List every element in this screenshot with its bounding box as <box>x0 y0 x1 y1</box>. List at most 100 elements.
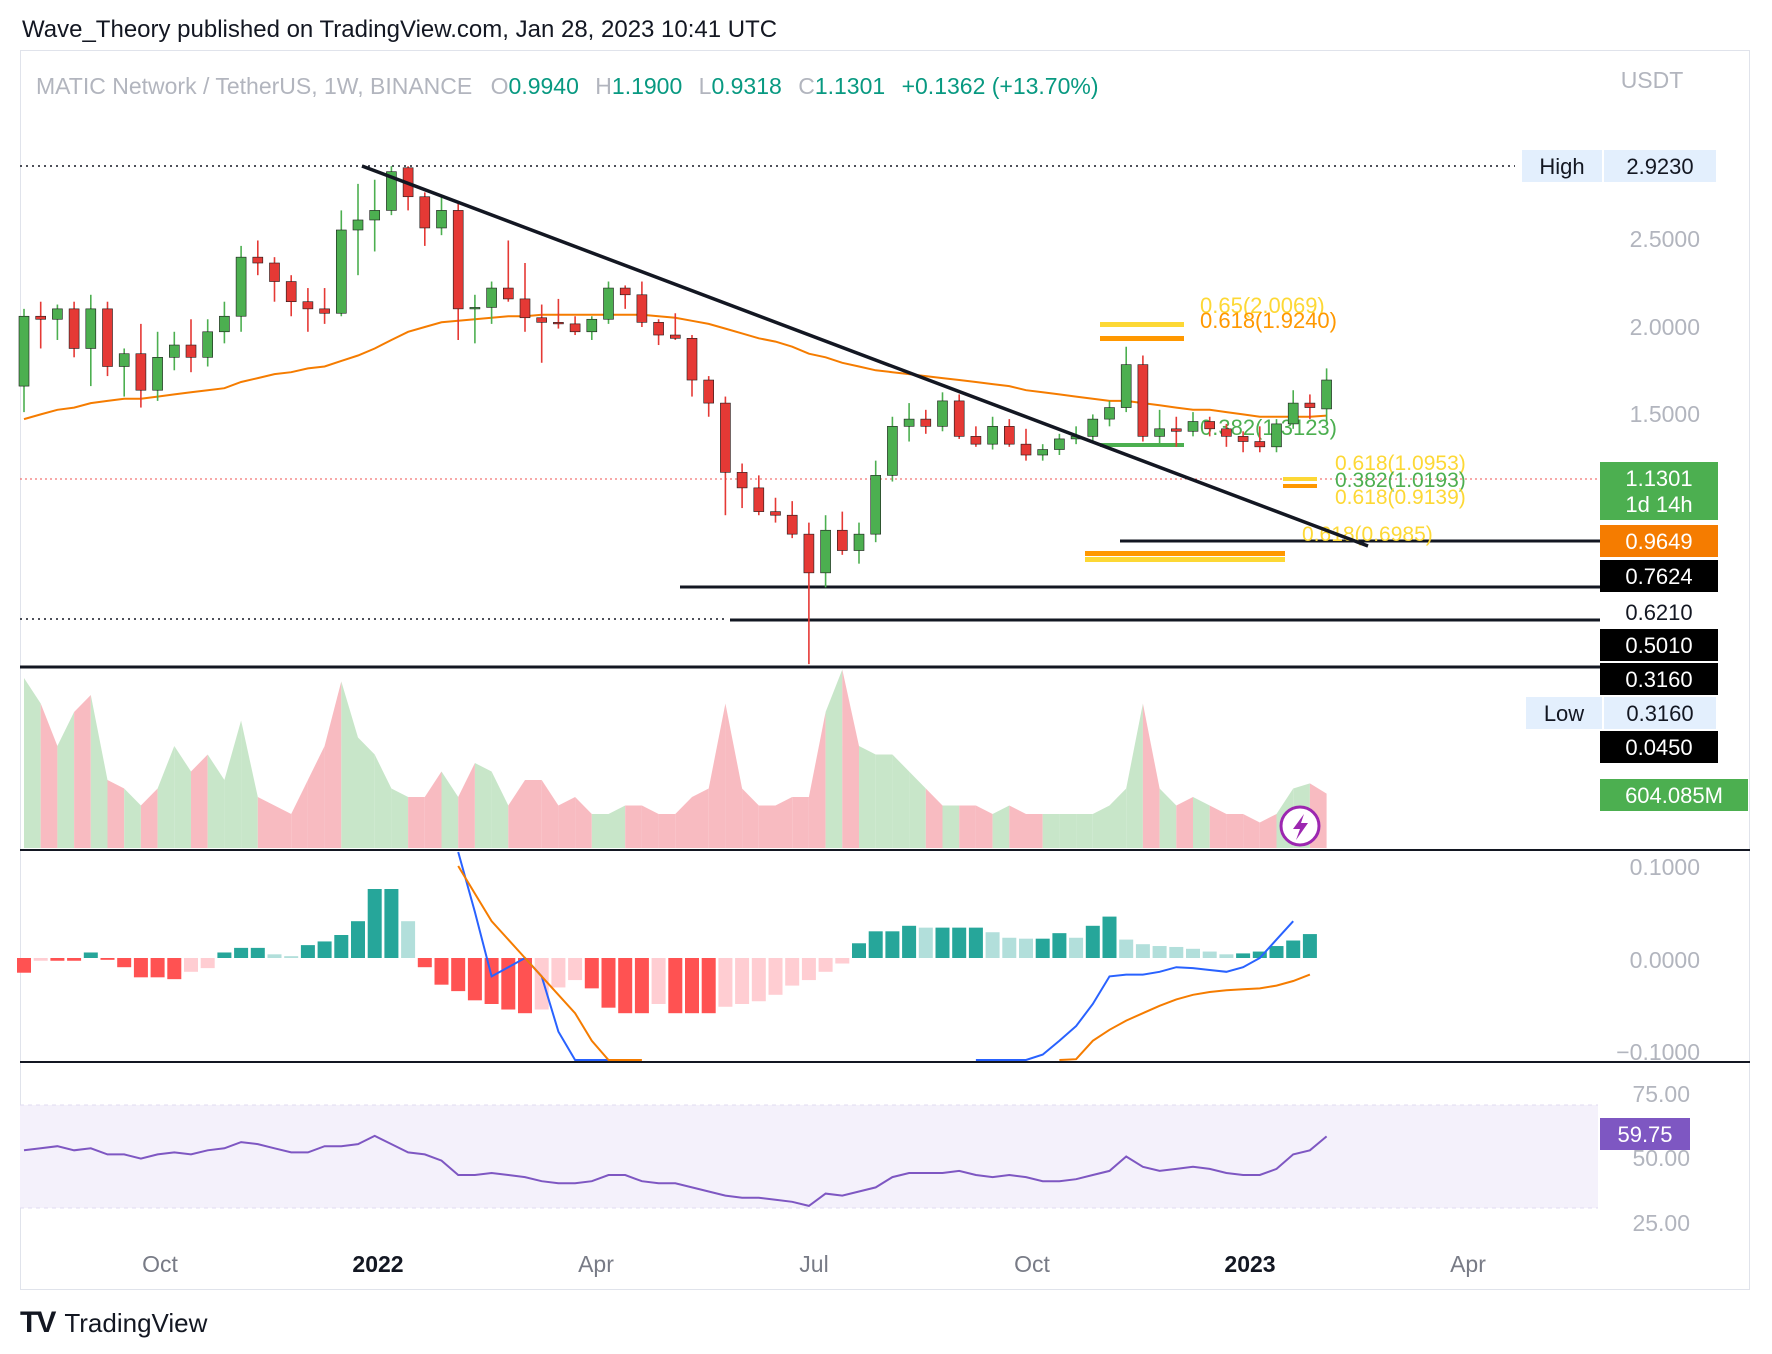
volume-area-segment <box>658 814 676 848</box>
candle-body <box>102 308 113 367</box>
volume-area-segment <box>1109 788 1127 848</box>
high-label-box <box>1522 150 1602 182</box>
macd-histogram-bar <box>1102 916 1117 958</box>
candle-body <box>836 529 848 551</box>
volume-area-segment <box>825 669 843 848</box>
volume-area-segment <box>892 754 910 848</box>
macd-histogram-bar <box>634 958 649 1014</box>
macd-histogram-bar <box>651 958 666 1004</box>
legend-close-label: C <box>798 73 815 99</box>
volume-area-segment <box>1076 814 1093 848</box>
last-price-badge[interactable] <box>1600 462 1718 520</box>
macd-histogram-bar <box>1202 951 1217 958</box>
ema-price-badge[interactable] <box>1600 525 1718 557</box>
volume-area-segment <box>474 763 492 848</box>
macd-tick-neg-0.1: −0.1000 <box>1616 1039 1700 1065</box>
candle-body <box>736 472 748 489</box>
volume-area-segment <box>224 720 242 848</box>
volume-area-segment <box>875 754 893 848</box>
candle-body <box>1037 449 1048 456</box>
legend-row: MATIC Network / TetherUS, 1W, BINANCE O0… <box>36 73 1099 99</box>
price-tick-2.0: 2.0000 <box>1630 314 1700 340</box>
fib-zone-0.382-upper[interactable] <box>1100 443 1184 447</box>
descending-trendline[interactable] <box>361 164 1369 548</box>
volume-area-segment <box>1042 814 1060 848</box>
volume-area-segment <box>842 669 859 848</box>
volume-area-segment <box>441 771 459 848</box>
candle-body <box>870 475 882 535</box>
chart-frame[interactable] <box>20 50 1750 1290</box>
macd-histogram-bar <box>1052 933 1067 958</box>
legend-open-label: O <box>491 73 509 99</box>
rsi-value-badge[interactable] <box>1600 1118 1690 1150</box>
macd-histogram-bar <box>668 958 683 1014</box>
fib-zone-golden-pocket[interactable] <box>1283 477 1317 481</box>
volume-area-segment <box>24 678 41 848</box>
macd-histogram-bar <box>935 927 950 958</box>
volume-area-segment <box>408 797 425 848</box>
support-badge-0.7624[interactable] <box>1600 560 1718 592</box>
macd-histogram-bar <box>417 958 432 968</box>
candle-body <box>68 308 80 349</box>
fib-zone-0.65-upper[interactable] <box>1100 322 1184 327</box>
volume-area-segment <box>257 797 275 848</box>
price-tick-2.5: 2.5000 <box>1630 226 1700 252</box>
legend-high-value: 1.1900 <box>612 73 682 99</box>
macd-histogram-bar <box>1135 944 1150 958</box>
macd-histogram-bar <box>985 932 1000 958</box>
macd-histogram-bar <box>451 958 466 992</box>
support-badge-0.6210[interactable] <box>1600 596 1718 628</box>
macd-histogram-bar <box>284 956 299 958</box>
macd-histogram-bar <box>150 958 165 978</box>
candle-body <box>586 318 598 333</box>
candle-body <box>452 210 464 310</box>
macd-histogram-bar <box>1236 953 1251 958</box>
fib-zone-0.618-lower[interactable] <box>1085 551 1285 556</box>
volume-area-segment <box>541 780 559 848</box>
macd-histogram-bar <box>885 931 900 958</box>
fib-zone-golden-pocket-2[interactable] <box>1283 484 1317 488</box>
volume-area-segment <box>341 681 358 848</box>
macd-histogram-bar <box>133 958 148 978</box>
macd-histogram-bar <box>167 958 182 980</box>
candle-body <box>636 294 648 323</box>
candle-body <box>335 229 347 314</box>
low-value-box <box>1604 697 1716 729</box>
volume-area-segment <box>74 695 91 848</box>
volume-area-segment <box>241 720 258 848</box>
candle-body <box>1287 402 1299 425</box>
candle-body <box>1237 436 1249 442</box>
volume-area-segment <box>1209 805 1227 848</box>
macd-histogram-bar <box>267 954 282 958</box>
tradingview-footer[interactable]: TV TradingView <box>20 1306 207 1340</box>
support-badge-0.5010[interactable] <box>1600 629 1718 661</box>
candle-body <box>319 308 330 314</box>
support-badge-0.0450[interactable] <box>1600 731 1718 763</box>
volume-area-segment <box>391 788 409 848</box>
flash-icon[interactable] <box>1279 805 1321 847</box>
candle-body <box>52 308 63 320</box>
volume-badge[interactable] <box>1600 779 1748 811</box>
volume-area-segment <box>1259 814 1277 848</box>
fib-zone-0.618-upper[interactable] <box>1100 336 1184 341</box>
low-label-box <box>1526 697 1602 729</box>
macd-histogram-bar <box>918 927 933 958</box>
macd-histogram-bar <box>33 958 48 961</box>
legend-change: +0.1362 (+13.70%) <box>902 73 1099 99</box>
candle-body <box>369 210 381 221</box>
candle-body <box>653 322 664 336</box>
macd-histogram-bar <box>801 958 816 981</box>
support-value-0.7624: 0.7624 <box>1625 564 1692 589</box>
support-value-0.0450: 0.0450 <box>1625 735 1692 760</box>
support-badge-0.3160[interactable] <box>1600 663 1718 695</box>
volume-area-segment <box>1092 805 1110 848</box>
candle-body <box>419 196 431 229</box>
volume-area-segment <box>424 771 442 848</box>
macd-histogram-bar <box>1069 937 1084 958</box>
candle-body <box>1054 438 1065 450</box>
macd-histogram-bar <box>735 958 750 1004</box>
candle-body <box>853 533 865 551</box>
volume-area-segment <box>608 805 626 848</box>
fib-zone-0.65-lower[interactable] <box>1085 557 1285 562</box>
